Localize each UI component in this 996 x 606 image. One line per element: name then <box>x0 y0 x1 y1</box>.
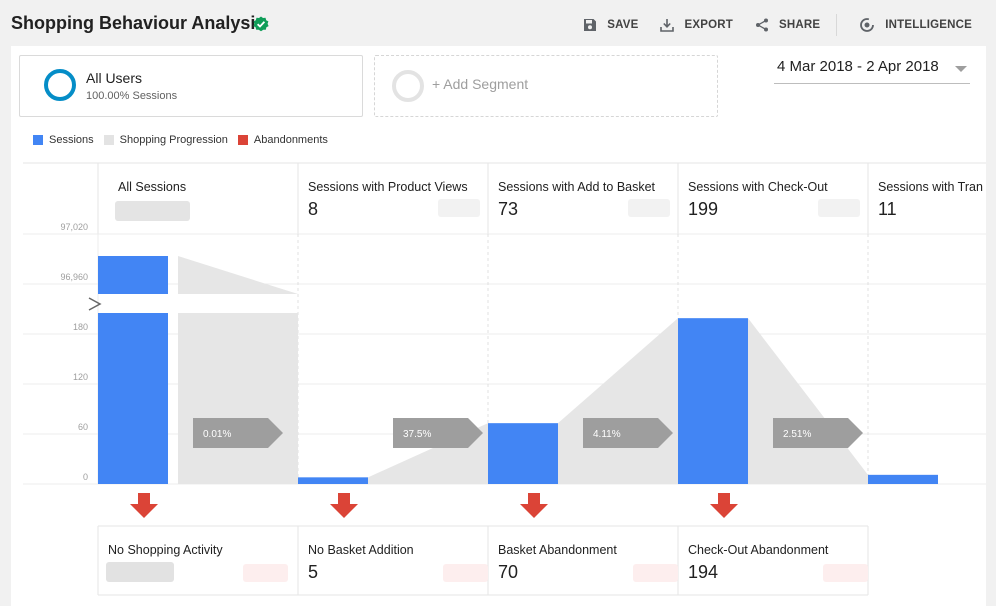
abandonment-value: 5 <box>308 562 318 582</box>
legend-item-sessions: Sessions <box>33 134 94 146</box>
report-panel: All Users 100.00% Sessions + Add Segment… <box>11 46 986 606</box>
conversion-arrow <box>773 418 863 448</box>
legend-swatch-sessions <box>33 135 43 145</box>
session-bar-all-sessions <box>98 313 168 484</box>
redacted-detail <box>443 564 488 582</box>
add-segment-label: + Add Segment <box>432 76 529 92</box>
intelligence-icon <box>860 18 875 32</box>
funnel-chart: 0 60 120 180 96,960 97,020 0.01% 37.5% 4.11% 2.51… <box>23 162 986 596</box>
intelligence-label: INTELLIGENCE <box>885 19 972 31</box>
export-button[interactable]: EXPORT <box>660 18 733 32</box>
segment-name: All Users <box>86 70 143 86</box>
redacted-detail <box>628 199 670 217</box>
abandonment-label: No Basket Addition <box>308 543 414 557</box>
redacted-detail <box>823 564 868 582</box>
intelligence-button[interactable]: INTELLIGENCE <box>859 17 972 33</box>
redacted-detail <box>633 564 678 582</box>
conversion-arrow <box>393 418 483 448</box>
abandonment-value: 70 <box>498 562 518 582</box>
stage-label: Sessions with Check-Out <box>688 180 828 194</box>
legend-label-progression: Shopping Progression <box>119 134 228 146</box>
date-range-label: 4 Mar 2018 - 2 Apr 2018 <box>777 58 939 75</box>
save-icon <box>584 19 597 31</box>
abandonment-arrow-icon <box>130 493 158 518</box>
report-header: Shopping Behaviour Analysis SAVE EXPORT … <box>0 0 996 46</box>
progression-shape <box>178 313 298 484</box>
stage-value: 199 <box>688 199 718 219</box>
redacted-value <box>115 201 190 221</box>
toolbar: SAVE EXPORT SHARE INTELLIGENCE <box>561 14 972 36</box>
add-segment-button[interactable]: + Add Segment <box>374 55 718 117</box>
progression-shape <box>748 318 868 484</box>
abandonment-label: Check-Out Abandonment <box>688 543 829 557</box>
stage-label: Sessions with Tran <box>878 180 983 194</box>
y-tick-label: 97,020 <box>60 222 88 232</box>
toolbar-divider <box>836 14 838 36</box>
stage-value: 11 <box>878 199 897 219</box>
verified-icon <box>253 16 269 32</box>
session-bar <box>868 474 938 484</box>
stage-value: 73 <box>498 199 518 219</box>
abandonment-label: Basket Abandonment <box>498 543 617 557</box>
segment-ring-icon <box>44 69 76 101</box>
segment-sessions: 100.00% Sessions <box>86 90 178 102</box>
date-range-picker[interactable]: 4 Mar 2018 - 2 Apr 2018 <box>774 58 970 84</box>
conversion-arrow <box>193 418 283 448</box>
legend-item-progression: Shopping Progression <box>103 134 228 146</box>
segment-all-users[interactable]: All Users 100.00% Sessions <box>19 55 363 117</box>
redacted-detail <box>438 199 480 217</box>
dropdown-caret-icon <box>955 66 967 72</box>
redacted-detail <box>818 199 860 217</box>
y-tick-label: 0 <box>83 472 88 482</box>
legend-swatch-abandonments <box>237 135 248 145</box>
abandonment-arrow-icon <box>710 493 738 518</box>
conversion-arrow <box>583 418 673 448</box>
abandonment-arrow-icon <box>330 493 358 518</box>
session-bar <box>488 423 558 484</box>
stage-label: Sessions with Add to Basket <box>498 180 656 194</box>
stage-value: 8 <box>308 199 318 219</box>
stage-label: All Sessions <box>118 180 186 194</box>
progression-shape <box>558 318 678 484</box>
save-button[interactable]: SAVE <box>583 18 638 32</box>
y-tick-label: 120 <box>73 372 88 382</box>
axis-break-icon <box>88 297 102 311</box>
download-icon <box>660 19 675 32</box>
conversion-rate-label: 37.5% <box>403 429 431 440</box>
redacted-detail <box>243 564 288 582</box>
abandonment-arrow-icon <box>520 493 548 518</box>
abandonment-label: No Shopping Activity <box>108 543 223 557</box>
redacted-value <box>106 562 174 582</box>
progression-shape <box>178 256 298 294</box>
session-bar-all-sessions <box>98 256 168 294</box>
y-tick-label: 180 <box>73 322 88 332</box>
session-bar <box>678 318 748 484</box>
session-bar <box>298 477 368 484</box>
stage-label: Sessions with Product Views <box>308 180 468 194</box>
conversion-rate-label: 2.51% <box>783 429 811 440</box>
y-tick-label: 60 <box>78 422 88 432</box>
legend-item-abandonments: Abandonments <box>237 134 328 146</box>
abandonment-value: 194 <box>688 562 718 582</box>
share-icon <box>755 18 768 32</box>
page-title: Shopping Behaviour Analysis <box>11 13 266 33</box>
conversion-rate-label: 0.01% <box>203 429 231 440</box>
share-button[interactable]: SHARE <box>755 18 820 32</box>
legend-label-abandonments: Abandonments <box>253 134 328 146</box>
chart-legend: Sessions Shopping Progression Abandonmen… <box>33 134 338 146</box>
conversion-rate-label: 4.11% <box>593 429 621 440</box>
export-label: EXPORT <box>684 19 733 31</box>
legend-label-sessions: Sessions <box>49 134 94 146</box>
legend-swatch-progression <box>103 135 114 145</box>
save-label: SAVE <box>607 19 639 31</box>
share-label: SHARE <box>778 19 821 31</box>
empty-segment-ring-icon <box>392 70 424 102</box>
y-tick-label: 96,960 <box>60 272 88 282</box>
